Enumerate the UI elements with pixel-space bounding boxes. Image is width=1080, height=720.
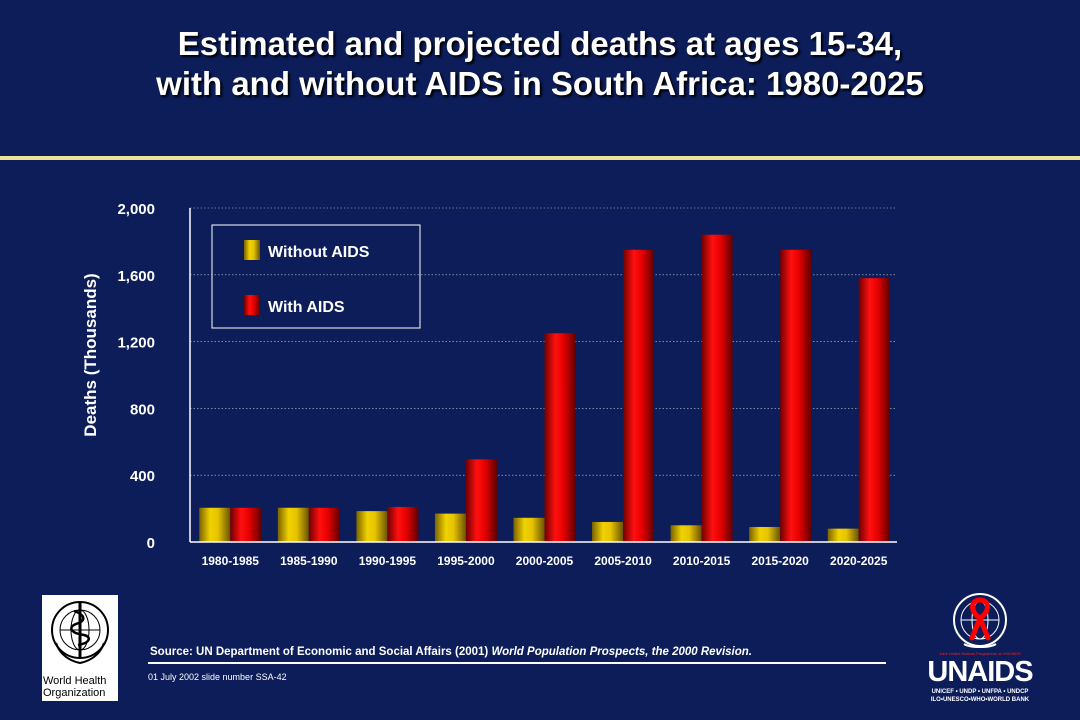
unaids-wordmark: UNAIDS (927, 656, 1033, 688)
legend-label-with-aids: With AIDS (268, 299, 345, 316)
x-tick-label: 2000-2005 (516, 554, 574, 568)
x-tick-label: 1980-1985 (202, 554, 260, 568)
bar-with-aids (780, 249, 812, 542)
legend: Without AIDS With AIDS (211, 224, 421, 329)
title-divider (0, 156, 1080, 160)
unaids-tagline: Joint United Nations Programme on HIV/AI… (939, 651, 1021, 656)
x-tick-label: 2010-2015 (673, 554, 731, 568)
slide-title: Estimated and projected deaths at ages 1… (0, 24, 1080, 104)
slide-title-line2: with and without AIDS in South Africa: 1… (156, 65, 924, 102)
source-text: Source: UN Department of Economic and So… (150, 646, 492, 658)
bar-with-aids (623, 249, 655, 542)
legend-swatch-with-aids (244, 295, 260, 315)
unaids-logo: Joint United Nations Programme on HIV/AI… (920, 592, 1040, 710)
legend-swatch-without-aids (244, 240, 260, 260)
x-tick-label: 1990-1995 (359, 554, 417, 568)
bar-with-aids (230, 507, 262, 542)
bar-with-aids (544, 333, 576, 542)
legend-box (211, 224, 421, 329)
bar-without-aids (434, 513, 466, 542)
y-tick-label: 1,600 (117, 268, 155, 285)
legend-label-without-aids: Without AIDS (268, 244, 370, 261)
who-text-line1: World Health (43, 675, 107, 687)
who-emblem-icon (51, 601, 109, 665)
x-tick-label: 1995-2000 (437, 554, 495, 568)
y-tick-label: 0 (147, 535, 155, 552)
bar-chart: 0 400 800 1,200 1,600 2,000 1980-1985 1985-199… (81, 201, 897, 568)
y-tick-label: 400 (130, 468, 155, 485)
source-divider (148, 662, 886, 664)
y-tick-label: 1,200 (117, 335, 155, 352)
unaids-partners-line1: UNICEF • UNDP • UNFPA • UNDCP (931, 689, 1029, 695)
bar-without-aids (277, 507, 309, 542)
bar-with-aids (465, 459, 497, 542)
unaids-emblem-icon (953, 593, 1007, 648)
bar-without-aids (513, 517, 545, 542)
bar-without-aids (199, 507, 231, 542)
y-axis-label: Deaths (Thousands) (81, 273, 100, 436)
x-tick-labels: 1980-1985 1985-1990 1990-1995 1995-2000 2000… (202, 554, 888, 568)
y-tick-label: 2,000 (117, 201, 155, 218)
bar-with-aids (858, 278, 890, 542)
source-note: Source: UN Department of Economic and So… (150, 646, 890, 658)
slide-title-line1: Estimated and projected deaths at ages 1… (177, 25, 903, 62)
x-tick-label: 2015-2020 (751, 554, 809, 568)
who-text-line2: Organization (43, 687, 106, 699)
bar-with-aids (308, 507, 340, 542)
bar-without-aids (749, 526, 781, 542)
bar-without-aids (670, 525, 702, 542)
source-publication: World Population Prospects, the 2000 Rev… (491, 646, 752, 658)
x-tick-label: 1985-1990 (280, 554, 338, 568)
unaids-partners-line2: ILO•UNESCO•WHO•WORLD BANK (930, 697, 1030, 703)
y-tick-labels: 0 400 800 1,200 1,600 2,000 (117, 201, 155, 552)
y-tick-label: 800 (130, 401, 155, 418)
bar-without-aids (827, 528, 859, 542)
x-tick-label: 2005-2010 (594, 554, 652, 568)
gridlines (190, 207, 897, 476)
bar-with-aids (701, 234, 733, 542)
x-tick-label: 2020-2025 (830, 554, 888, 568)
who-logo: World Health Organization (42, 595, 118, 701)
slide-number: 01 July 2002 slide number SSA-42 (148, 672, 287, 682)
bar-without-aids (356, 511, 388, 542)
bars (199, 234, 890, 542)
bar-with-aids (387, 506, 419, 542)
bar-without-aids (592, 521, 624, 542)
